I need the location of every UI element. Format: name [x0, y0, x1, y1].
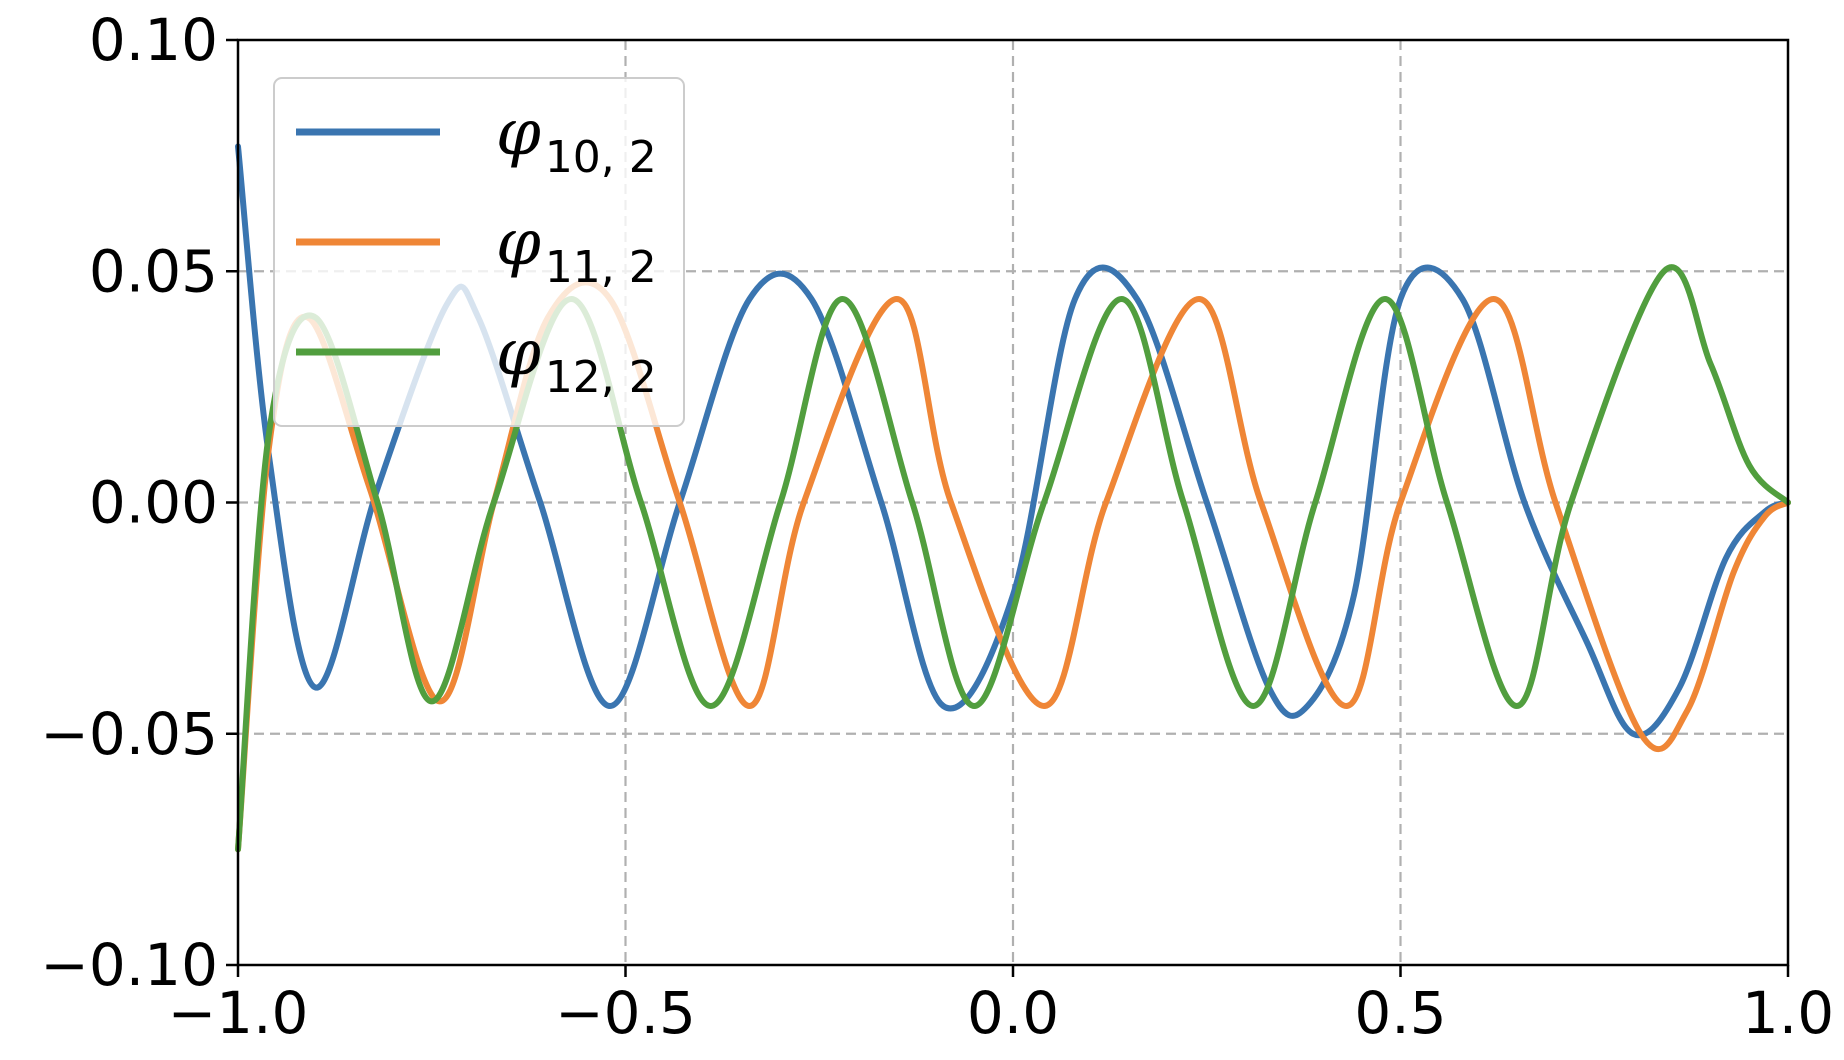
- y-tick-label-4: 0.10: [89, 6, 218, 74]
- x-tick-label-1: −0.5: [555, 979, 696, 1047]
- x-tick-label-3: 0.5: [1354, 979, 1446, 1047]
- x-tick-label-4: 1.0: [1742, 979, 1834, 1047]
- y-tick-label-2: 0.00: [89, 469, 218, 537]
- legend-label-1: φ11, 2: [496, 206, 657, 293]
- y-tick-label-0: −0.10: [40, 931, 218, 999]
- x-tick-label-2: 0.0: [967, 979, 1059, 1047]
- legend-label-2: φ12, 2: [496, 316, 657, 403]
- legend: φ10, 2 φ11, 2 φ12, 2: [273, 77, 685, 427]
- axis-ticks: −1.0 −0.5 0.0 0.5 1.0 −0.10 −0.05 0.00 0.05 0.10: [40, 6, 1834, 1047]
- legend-box: [273, 77, 685, 427]
- y-tick-label-3: 0.05: [89, 237, 218, 305]
- x-tick-label-0: −1.0: [168, 979, 309, 1047]
- legend-label-0: φ10, 2: [496, 96, 657, 183]
- series-line-2: [235, 264, 1791, 853]
- y-tick-label-1: −0.05: [40, 700, 218, 768]
